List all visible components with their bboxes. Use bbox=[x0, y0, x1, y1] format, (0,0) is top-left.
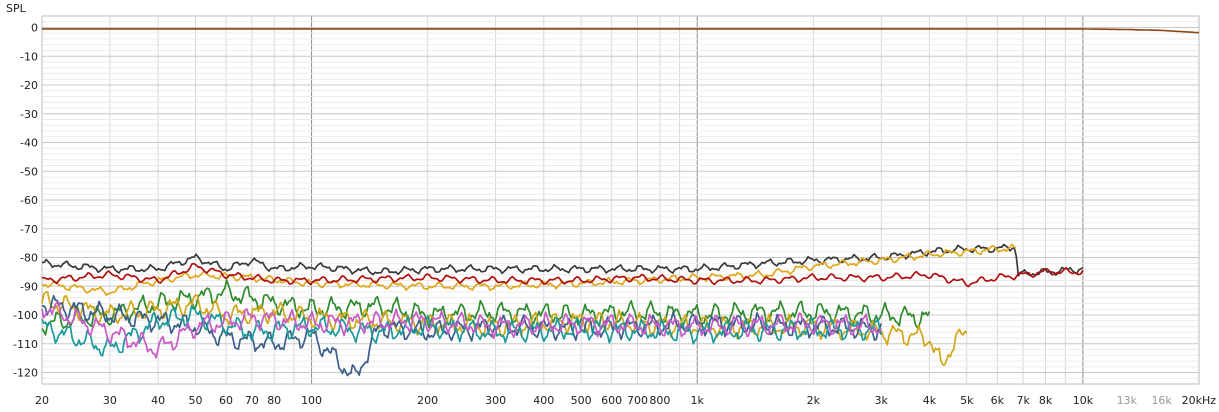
y-tick-labels: 0 -10 -20 -30 -40 -50 -60 -70 -80 -90 -100 -110 -120 bbox=[13, 22, 38, 380]
x-tick-label: 7k bbox=[1016, 394, 1030, 407]
series-line bbox=[41, 305, 883, 357]
y-tick-label: -80 bbox=[20, 252, 38, 265]
x-tick-label: 600 bbox=[601, 394, 622, 407]
x-tick-label: 60 bbox=[219, 394, 233, 407]
x-tick-label: 50 bbox=[188, 394, 202, 407]
x-tick-label: 2k bbox=[807, 394, 821, 407]
x-tick-label: 400 bbox=[533, 394, 554, 407]
y-tick-label: -20 bbox=[20, 79, 38, 92]
plot-area-border bbox=[41, 15, 1200, 385]
series-layer bbox=[41, 28, 1200, 377]
x-tick-label: 8k bbox=[1039, 394, 1053, 407]
series-line bbox=[41, 301, 882, 359]
y-tick-label: -90 bbox=[20, 280, 38, 293]
x-tick-label: 800 bbox=[649, 394, 670, 407]
y-tick-label: -50 bbox=[20, 165, 38, 178]
x-tick-label: 70 bbox=[245, 394, 259, 407]
x-tick-label: 300 bbox=[485, 394, 506, 407]
x-tick-label: 16k bbox=[1151, 394, 1172, 407]
y-tick-label: -30 bbox=[20, 108, 38, 121]
x-tick-label: 10k bbox=[1073, 394, 1094, 407]
y-tick-label: -70 bbox=[20, 223, 38, 236]
x-tick-label: 500 bbox=[571, 394, 592, 407]
x-tick-label: 40 bbox=[151, 394, 165, 407]
x-tick-label: 20kHz bbox=[1182, 394, 1217, 407]
x-tick-labels: 20 30 40 50 60 70 80 100 200 300 400 500 600 700 800 1k… bbox=[35, 394, 1216, 407]
y-tick-label: -40 bbox=[20, 137, 38, 150]
x-tick-label: 20 bbox=[35, 394, 49, 407]
y-tick-label: -100 bbox=[13, 309, 38, 322]
x-tick-label: 1k bbox=[691, 394, 705, 407]
x-tick-label: 3k bbox=[875, 394, 889, 407]
x-tick-label: 100 bbox=[301, 394, 322, 407]
y-tick-label: -120 bbox=[13, 367, 38, 380]
series-line bbox=[41, 279, 931, 336]
x-tick-label: 4k bbox=[923, 394, 937, 407]
x-tick-label: 80 bbox=[267, 394, 281, 407]
y-axis-label: SPL bbox=[6, 2, 27, 15]
x-tick-label: 13k bbox=[1117, 394, 1138, 407]
y-tick-label: -110 bbox=[13, 338, 38, 351]
series-line bbox=[42, 28, 1200, 34]
y-tick-label: -60 bbox=[20, 194, 38, 207]
y-tick-label: -10 bbox=[20, 50, 38, 63]
y-tick-label: 0 bbox=[31, 22, 38, 35]
x-tick-label: 5k bbox=[960, 394, 974, 407]
x-tick-label: 30 bbox=[103, 394, 117, 407]
grid-lines bbox=[41, 16, 1200, 384]
x-tick-label: 200 bbox=[417, 394, 438, 407]
series-line bbox=[41, 262, 1084, 288]
x-tick-label: 6k bbox=[991, 394, 1005, 407]
x-tick-label: 700 bbox=[627, 394, 648, 407]
